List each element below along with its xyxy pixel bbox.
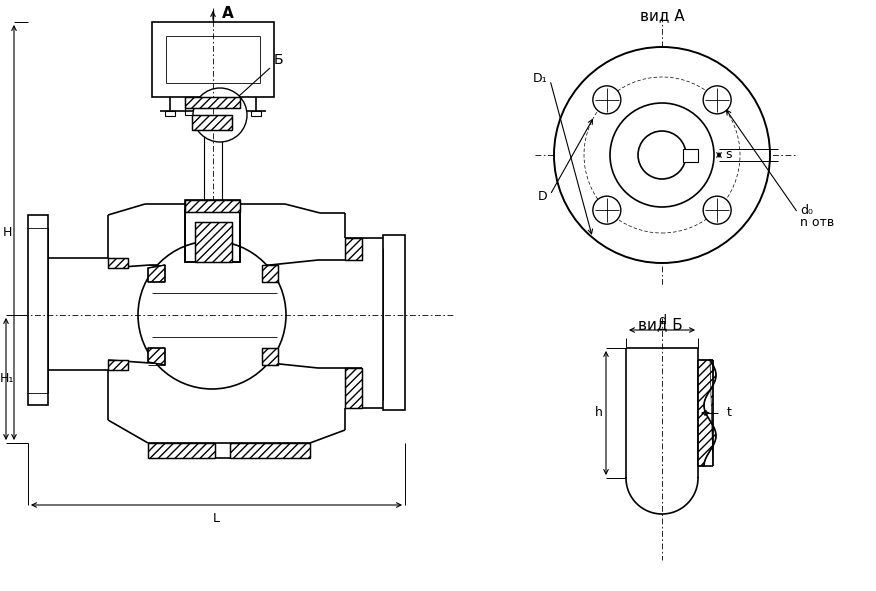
Bar xyxy=(185,210,240,262)
Text: h: h xyxy=(595,407,603,420)
Circle shape xyxy=(593,86,621,114)
Bar xyxy=(683,149,698,162)
Text: n отв: n отв xyxy=(800,216,834,229)
Text: H: H xyxy=(3,226,11,239)
Circle shape xyxy=(138,241,286,389)
Text: s: s xyxy=(725,148,732,161)
Text: H₁: H₁ xyxy=(0,372,14,385)
Polygon shape xyxy=(192,115,232,130)
Text: А: А xyxy=(223,7,234,21)
Text: t: t xyxy=(726,407,731,420)
Bar xyxy=(165,111,175,116)
Polygon shape xyxy=(185,200,240,212)
Bar xyxy=(251,111,261,116)
Polygon shape xyxy=(230,443,310,458)
Circle shape xyxy=(193,88,247,142)
Bar xyxy=(383,235,405,410)
Polygon shape xyxy=(108,258,128,268)
Polygon shape xyxy=(148,348,165,365)
Circle shape xyxy=(593,196,621,224)
Polygon shape xyxy=(185,97,240,108)
Circle shape xyxy=(638,131,686,179)
Circle shape xyxy=(554,47,770,263)
Bar xyxy=(152,22,274,97)
Bar xyxy=(185,97,240,115)
Bar xyxy=(185,200,240,262)
Polygon shape xyxy=(148,443,215,458)
Polygon shape xyxy=(148,265,165,282)
Text: d: d xyxy=(658,313,666,326)
Text: D: D xyxy=(537,190,547,203)
Text: d₀: d₀ xyxy=(800,203,813,216)
Circle shape xyxy=(703,196,731,224)
Text: Б: Б xyxy=(273,53,283,67)
Polygon shape xyxy=(698,360,716,466)
Text: вид Б: вид Б xyxy=(638,317,682,333)
Polygon shape xyxy=(345,238,362,260)
Circle shape xyxy=(703,86,731,114)
Text: вид А: вид А xyxy=(639,8,684,24)
Bar xyxy=(192,115,232,130)
Polygon shape xyxy=(345,368,362,408)
Text: L: L xyxy=(213,512,220,525)
Polygon shape xyxy=(195,222,232,262)
Polygon shape xyxy=(108,360,128,370)
Text: D₁: D₁ xyxy=(533,72,547,85)
Polygon shape xyxy=(262,348,278,365)
Bar xyxy=(28,215,48,405)
Polygon shape xyxy=(262,265,278,282)
Circle shape xyxy=(610,103,714,207)
